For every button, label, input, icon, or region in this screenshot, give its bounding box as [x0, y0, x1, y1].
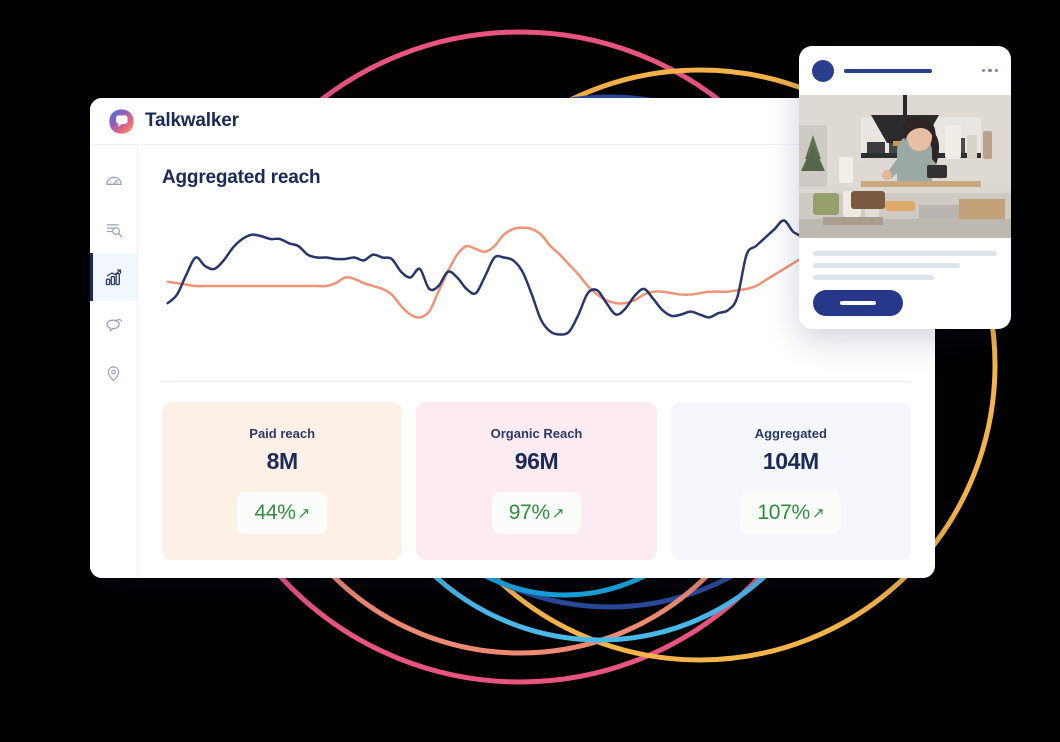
social-post-footer	[799, 238, 1011, 316]
metric-delta-value: 97%	[508, 501, 550, 524]
metric-delta-badge: 44% ↗	[237, 492, 327, 534]
dashboard-window: Talkwalker	[90, 98, 935, 578]
metric-label: Organic Reach	[490, 426, 583, 441]
talkwalker-speech-bubble-logo	[109, 108, 134, 134]
sidebar-item-analytics[interactable]	[90, 253, 137, 301]
sidebar	[90, 145, 138, 578]
more-options-icon[interactable]	[981, 68, 998, 73]
avatar	[812, 59, 834, 82]
metric-delta-value: 44%	[254, 501, 296, 524]
metric-delta-badge: 107% ↗	[740, 492, 842, 534]
metric-delta-value: 107%	[757, 501, 810, 524]
chart-series-coral	[166, 226, 907, 319]
text-placeholder-line	[813, 251, 997, 256]
trend-up-arrow-icon: ↗	[551, 504, 565, 522]
woman-in-kitchen-photo	[799, 95, 1011, 238]
brand-name: Talkwalker	[145, 110, 239, 131]
metric-label: Paid reach	[249, 426, 316, 441]
sidebar-item-overview[interactable]	[90, 157, 137, 205]
photo-illustration	[799, 95, 1011, 238]
trend-up-arrow-icon: ↗	[811, 504, 825, 522]
trend-up-arrow-icon: ↗	[297, 504, 311, 522]
metric-card-paid[interactable]: Paid reach 8M 44% ↗	[162, 402, 403, 560]
social-post-title-placeholder	[844, 68, 932, 73]
metric-card-organic[interactable]: Organic Reach 96M 97% ↗	[416, 402, 657, 560]
cta-button[interactable]	[813, 290, 903, 316]
section-divider	[162, 381, 911, 382]
map-pin-icon	[107, 365, 120, 381]
page-title: Aggregated reach	[162, 167, 321, 188]
text-placeholder-line	[813, 263, 961, 268]
search-list-icon	[106, 224, 122, 238]
line-chart-svg	[166, 219, 907, 336]
metric-cards-row: Paid reach 8M 44% ↗ Organic Reach 96M 97…	[162, 402, 911, 578]
metric-label: Aggregated	[754, 426, 827, 441]
sidebar-item-search[interactable]	[90, 205, 137, 253]
chart-series-navy	[166, 219, 907, 336]
sidebar-item-mentions[interactable]	[90, 301, 137, 349]
social-post-header	[799, 46, 1011, 95]
reach-line-chart[interactable]	[162, 209, 911, 363]
metric-value: 96M	[514, 448, 559, 474]
speedometer-icon	[105, 176, 122, 185]
sidebar-item-locations[interactable]	[90, 349, 137, 397]
metric-value: 8M	[266, 448, 299, 474]
window-body: Aggregated reach Paid reach 8M 44% ↗	[90, 145, 935, 578]
chat-bubbles-icon	[106, 318, 123, 331]
main-content: Aggregated reach Paid reach 8M 44% ↗	[138, 145, 935, 578]
window-header: Talkwalker	[90, 98, 935, 145]
cta-label-placeholder	[840, 301, 876, 305]
bar-chart-icon	[105, 268, 122, 285]
metric-value: 104M	[762, 448, 819, 474]
metric-delta-badge: 97% ↗	[491, 492, 582, 534]
metric-card-aggregated[interactable]: Aggregated 104M 107% ↗	[670, 402, 911, 560]
social-post-card[interactable]	[799, 46, 1011, 329]
text-placeholder-line	[813, 275, 935, 280]
